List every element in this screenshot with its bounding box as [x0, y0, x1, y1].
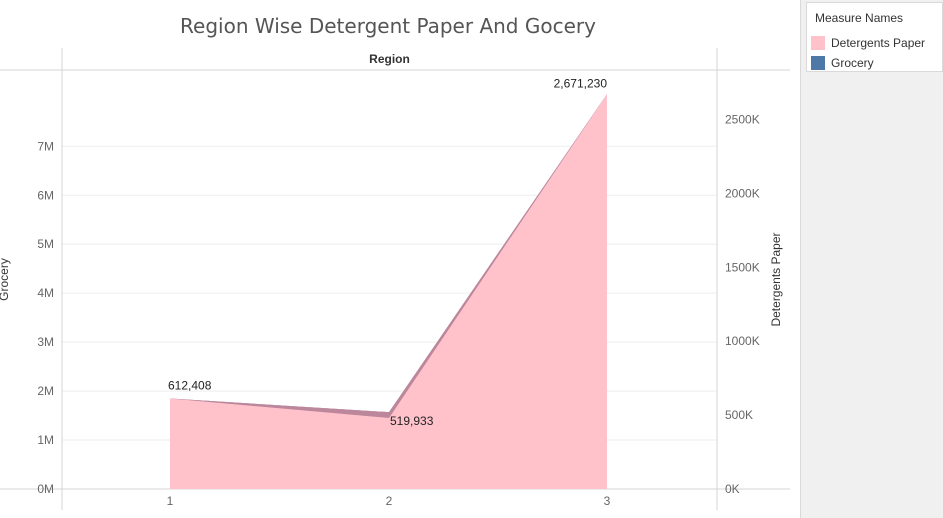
legend-item-grocery[interactable]: Grocery [811, 55, 874, 71]
y-left-tick-label: 5M [37, 237, 54, 251]
x-tick-label: 3 [604, 494, 611, 508]
y-left-tick-label: 0M [37, 482, 54, 496]
legend: Measure Names Detergents Paper Grocery [806, 2, 943, 72]
gridlines [62, 145, 717, 441]
y-right-tick-label: 1500K [725, 260, 760, 274]
data-labels: 612,408 519,933 2,671,230 [168, 76, 607, 428]
legend-label: Grocery [831, 56, 874, 70]
y-right-axis-title: Detergents Paper [769, 232, 783, 326]
chart-panel: Region Wise Detergent Paper And Gocery R… [0, 14, 790, 510]
y-right-tick-label: 1000K [725, 334, 760, 348]
y-right-tick-label: 0K [725, 482, 740, 496]
side-panel [800, 0, 943, 518]
area-chart: Region 612,408 519,933 2,671,230 0M 1M 2M 3M 4… [0, 48, 790, 510]
axes: 0M 1M 2M 3M 4M 5M 6M 7M 0K 500K 1000K 1500K 2000K 250… [0, 113, 783, 508]
legend-title: Measure Names [815, 11, 904, 25]
y-left-tick-label: 4M [37, 286, 54, 300]
y-left-tick-label: 1M [37, 433, 54, 447]
legend-swatch-grocery [811, 56, 825, 70]
legend-swatch-detergents-paper [811, 36, 825, 50]
area-series [170, 94, 607, 490]
chart-title: Region Wise Detergent Paper And Gocery [180, 14, 596, 38]
y-left-tick-label: 6M [37, 188, 54, 202]
y-left-tick-label: 3M [37, 335, 54, 349]
y-left-tick-label: 7M [37, 139, 54, 153]
data-label: 2,671,230 [554, 76, 608, 90]
y-right-tick-label: 500K [725, 408, 753, 422]
area-detergents-paper [170, 94, 607, 490]
legend-label: Detergents Paper [831, 36, 926, 50]
y-right-tick-label: 2000K [725, 186, 760, 200]
legend-item-detergents-paper[interactable]: Detergents Paper [811, 35, 925, 51]
data-label: 519,933 [390, 414, 434, 428]
y-left-tick-label: 2M [37, 384, 54, 398]
x-tick-label: 1 [167, 494, 174, 508]
y-right-tick-label: 2500K [725, 113, 760, 127]
y-left-axis-title: Grocery [0, 258, 11, 301]
data-label: 612,408 [168, 378, 212, 392]
column-header: Region [369, 52, 410, 66]
x-tick-label: 2 [386, 494, 393, 508]
